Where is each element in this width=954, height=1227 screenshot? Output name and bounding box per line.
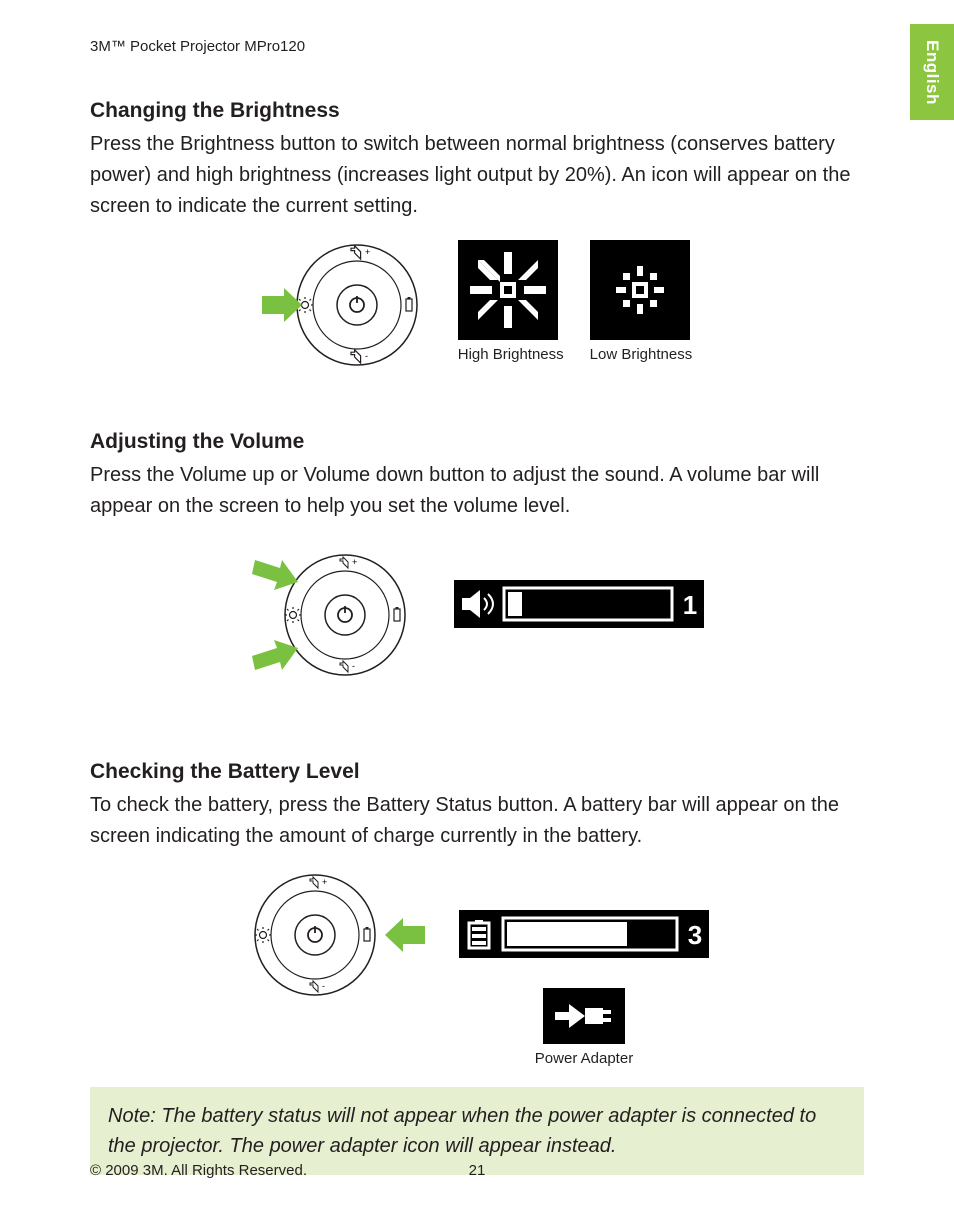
volume-body: Press the Volume up or Volume down butto… <box>90 460 864 522</box>
page-content: 3M™ Pocket Projector MPro120 Changing th… <box>0 0 954 1175</box>
arrow-battery-icon <box>385 918 425 952</box>
volume-bar-icon: 1 <box>454 580 704 628</box>
svg-text:+: + <box>322 877 327 887</box>
svg-text:-: - <box>322 981 325 991</box>
arrow-voldown-icon <box>252 640 298 670</box>
svg-text:1: 1 <box>683 590 697 620</box>
power-adapter-label: Power Adapter <box>459 1050 709 1067</box>
high-brightness-block: High Brightness <box>458 240 564 363</box>
high-brightness-icon <box>458 240 558 340</box>
battery-figures: + - 3 <box>90 870 864 1067</box>
product-header: 3M™ Pocket Projector MPro120 <box>90 38 864 55</box>
brightness-body: Press the Brightness button to switch be… <box>90 129 864 222</box>
arrow-volup-icon <box>252 560 298 590</box>
control-ring-brightness-icon: + - <box>262 240 432 370</box>
svg-text:+: + <box>352 557 357 567</box>
low-brightness-block: Low Brightness <box>590 240 693 363</box>
low-brightness-label: Low Brightness <box>590 346 693 363</box>
arrow-brightness-icon <box>262 288 302 322</box>
svg-text:-: - <box>352 661 355 671</box>
power-adapter-icon <box>543 988 625 1044</box>
brightness-title: Changing the Brightness <box>90 99 864 123</box>
battery-body: To check the battery, press the Battery … <box>90 790 864 852</box>
battery-title: Checking the Battery Level <box>90 760 864 784</box>
brightness-figures: + - <box>90 240 864 370</box>
footer: © 2009 3M. All Rights Reserved. 21 <box>90 1162 864 1179</box>
volume-title: Adjusting the Volume <box>90 430 864 454</box>
battery-bar-icon: 3 <box>459 910 709 958</box>
language-tab: English <box>910 24 954 120</box>
svg-text:+: + <box>365 247 370 257</box>
battery-right-column: 3 Power Adapter <box>459 870 709 1067</box>
low-brightness-icon <box>590 240 690 340</box>
svg-text:3: 3 <box>688 920 702 950</box>
volume-figures: + - 1 <box>90 540 864 690</box>
control-ring-battery-icon: + - <box>245 870 425 1000</box>
control-ring-volume-icon: + - <box>250 540 420 690</box>
page-number: 21 <box>90 1162 864 1179</box>
high-brightness-label: High Brightness <box>458 346 564 363</box>
svg-text:-: - <box>365 351 368 361</box>
